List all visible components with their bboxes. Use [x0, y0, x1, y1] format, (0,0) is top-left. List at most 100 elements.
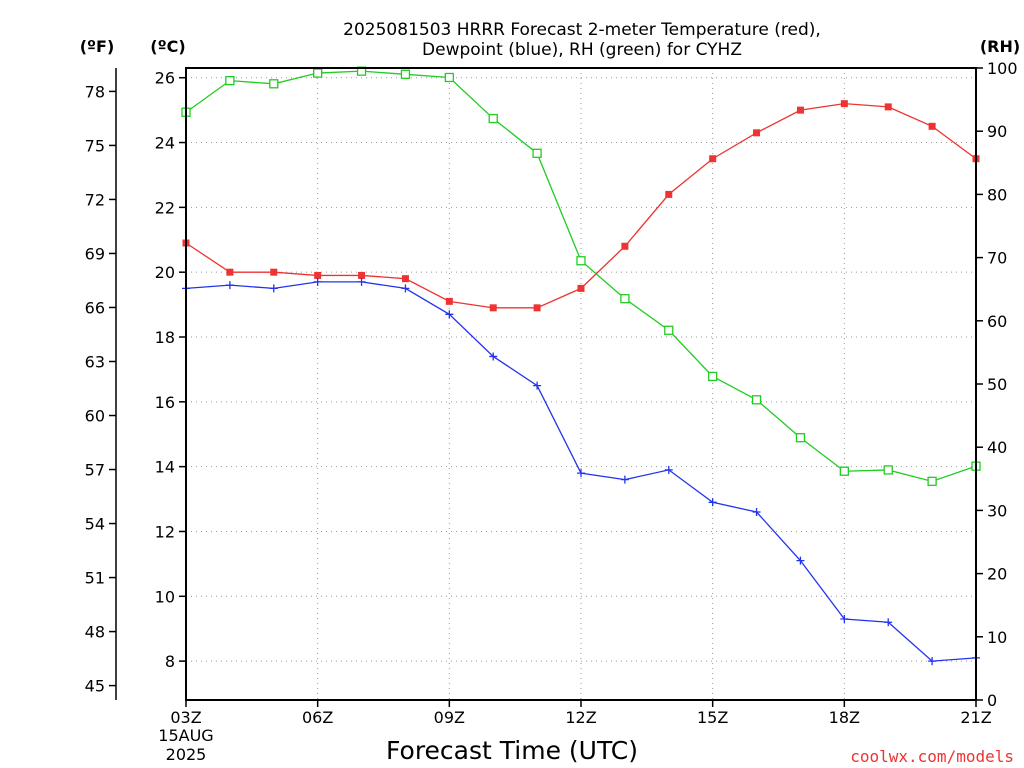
- temperature-line: [185, 102, 977, 309]
- rh-point: [313, 68, 323, 78]
- temperature-point: [270, 268, 278, 276]
- date-label-day: 15AUG: [158, 726, 213, 745]
- x-tick-label: 15Z: [697, 708, 728, 727]
- temperature-point: [753, 129, 761, 137]
- temperature-point: [314, 271, 322, 279]
- temperature-point: [358, 271, 366, 279]
- fahrenheit-axis-unit: (ºF): [80, 37, 115, 56]
- celsius-tick-label: 10: [155, 587, 175, 606]
- fahrenheit-tick-label: 60: [85, 407, 105, 426]
- rh-tick-label: 60: [987, 312, 1007, 331]
- rh-point: [576, 256, 586, 266]
- temperature-point: [226, 268, 234, 276]
- rh-point: [751, 395, 762, 405]
- dewpoint-point: [313, 277, 322, 286]
- temperature-point: [709, 155, 717, 163]
- rh-point: [532, 148, 542, 158]
- rh-tick-label: 40: [987, 438, 1007, 457]
- fahrenheit-tick-label: 48: [85, 623, 105, 642]
- fahrenheit-tick-label: 51: [85, 569, 105, 588]
- rh-tick-label: 100: [987, 59, 1018, 78]
- dewpoint-point: [928, 657, 937, 666]
- celsius-tick-label: 20: [155, 263, 175, 282]
- dewpoint-point: [577, 469, 585, 478]
- celsius-tick-label: 12: [155, 522, 175, 541]
- rh-point: [664, 325, 674, 335]
- fahrenheit-tick-label: 78: [85, 82, 105, 101]
- credit-text: coolwx.com/models: [850, 747, 1014, 766]
- rh-tick-label: 70: [987, 249, 1007, 268]
- x-tick-label: 03Z: [170, 708, 201, 727]
- x-axis-label: Forecast Time (UTC): [386, 736, 638, 765]
- fahrenheit-tick-label: 75: [85, 136, 105, 155]
- rh-tick-label: 0: [987, 691, 997, 710]
- chart-title-line-2: Dewpoint (blue), RH (green) for CYHZ: [422, 40, 742, 60]
- dewpoint-point: [752, 508, 761, 517]
- celsius-tick-label: 26: [155, 69, 175, 88]
- dewpoint-point: [884, 618, 893, 627]
- celsius-tick-label: 8: [165, 652, 175, 671]
- rh-point: [269, 79, 279, 89]
- fahrenheit-tick-label: 54: [85, 515, 105, 534]
- dewpoint-point: [445, 310, 454, 319]
- dewpoint-point: [664, 465, 673, 474]
- rh-point: [488, 113, 498, 124]
- rh-point: [883, 465, 893, 475]
- rh-line: [185, 70, 977, 483]
- celsius-tick-label: 16: [155, 393, 175, 412]
- x-tick-label: 12Z: [565, 708, 596, 727]
- celsius-tick-label: 24: [155, 134, 175, 153]
- rh-point: [795, 433, 806, 443]
- fahrenheit-tick-label: 63: [85, 352, 105, 371]
- dewpoint-point: [489, 352, 498, 361]
- celsius-axis-unit: (ºC): [150, 37, 185, 56]
- x-tick-label: 09Z: [434, 708, 465, 727]
- dewpoint-point: [620, 475, 629, 484]
- celsius-tick-label: 14: [155, 458, 175, 477]
- temperature-point: [533, 304, 541, 312]
- rh-tick-label: 90: [987, 122, 1007, 141]
- temperature-point: [884, 103, 892, 111]
- dewpoint-point: [269, 284, 278, 293]
- temperature-point: [665, 190, 673, 198]
- temperature-point: [489, 304, 497, 312]
- dewpoint-point: [401, 284, 410, 293]
- grid-lines: [186, 68, 976, 700]
- rh-tick-label: 50: [987, 375, 1007, 394]
- axes-layer: 03Z 06Z 09Z 12Z 15Z 18Z 21Z 8 10 12 14 16 18 20 22 24 26…: [85, 59, 1018, 727]
- chart-title-line-1: 2025081503 HRRR Forecast 2-meter Tempera…: [343, 20, 821, 40]
- temperature-point: [621, 242, 629, 250]
- date-label-year: 2025: [166, 745, 207, 764]
- temperature-point: [577, 284, 585, 292]
- rh-point: [400, 69, 411, 79]
- dewpoint-point: [533, 381, 542, 390]
- dewpoint-point: [225, 281, 234, 290]
- rh-tick-label: 30: [987, 501, 1007, 520]
- temperature-point: [796, 106, 804, 114]
- rh-axis-unit: (RH): [980, 37, 1020, 56]
- fahrenheit-tick-label: 66: [85, 298, 105, 317]
- fahrenheit-tick-label: 72: [85, 190, 105, 209]
- rh-point: [839, 466, 849, 476]
- fahrenheit-tick-label: 45: [85, 677, 105, 696]
- fahrenheit-tick-label: 69: [85, 244, 105, 263]
- rh-tick-label: 20: [987, 565, 1007, 584]
- dewpoint-point: [357, 277, 366, 286]
- temperature-point: [401, 275, 409, 283]
- dewpoint-point: [840, 614, 849, 623]
- rh-point: [708, 371, 718, 382]
- dewpoint-point: [796, 556, 805, 565]
- rh-point: [444, 72, 454, 83]
- x-tick-label: 06Z: [302, 708, 333, 727]
- celsius-tick-label: 18: [155, 328, 175, 347]
- x-tick-label: 21Z: [960, 708, 991, 727]
- rh-point: [927, 476, 937, 486]
- temperature-point: [928, 122, 936, 130]
- rh-point: [225, 75, 235, 86]
- fahrenheit-tick-label: 57: [85, 461, 105, 480]
- rh-tick-label: 80: [987, 185, 1007, 204]
- series-layer: [181, 66, 981, 666]
- temperature-point: [840, 100, 848, 108]
- rh-tick-label: 10: [987, 628, 1007, 647]
